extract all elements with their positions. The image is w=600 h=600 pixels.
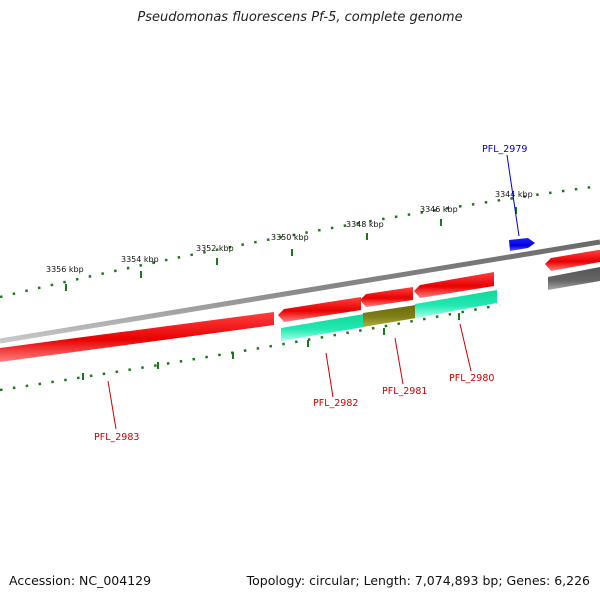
feature-cyan-1[interactable] <box>281 314 364 341</box>
kbp-label: 3346 kbp <box>420 205 458 214</box>
feature-cyan-2[interactable] <box>415 290 497 318</box>
gene-label-pfl-2980[interactable]: PFL_2980 <box>449 373 494 384</box>
leader-pfl-2979 <box>506 154 520 237</box>
gene-label-pfl-2982[interactable]: PFL_2982 <box>313 398 358 409</box>
gene-pfl-2980-arrow[interactable] <box>414 272 494 298</box>
kbp-label: 3352 kbp <box>196 244 234 253</box>
kbp-label: 3344 kbp <box>495 190 533 199</box>
kbp-labels: 3344 kbp 3346 kbp 3348 kbp 3350 kbp 3352… <box>46 190 533 274</box>
kbp-label: 3356 kbp <box>46 265 84 274</box>
feature-olive[interactable] <box>363 305 416 327</box>
leader-pfl-2980 <box>459 323 472 372</box>
inner-tick-ring <box>0 303 501 392</box>
gene-grey-right[interactable] <box>548 267 600 290</box>
leader-pfl-2981 <box>394 337 404 385</box>
accession-text: Accession: NC_004129 <box>9 573 152 588</box>
gene-label-pfl-2981[interactable]: PFL_2981 <box>382 386 427 397</box>
leader-pfl-2982 <box>325 352 334 398</box>
gene-label-pfl-2979[interactable]: PFL_2979 <box>482 144 527 155</box>
gene-arrow-right-edge[interactable] <box>545 250 600 271</box>
gene-pfl-2982-arrow[interactable] <box>278 297 361 322</box>
map-title: Pseudomonas fluorescens Pf-5, complete g… <box>137 10 463 25</box>
genome-summary-text: Topology: circular; Length: 7,074,893 bp… <box>246 573 590 588</box>
kbp-label: 3348 kbp <box>346 220 384 229</box>
gene-pfl-2979-arrow[interactable] <box>509 238 535 251</box>
kbp-label: 3354 kbp <box>121 255 159 264</box>
gene-pfl-2983-arrow[interactable] <box>0 312 274 362</box>
genome-backbone <box>0 239 600 344</box>
kbp-label: 3350 kbp <box>271 233 309 242</box>
gene-label-pfl-2983[interactable]: PFL_2983 <box>94 432 139 443</box>
leader-pfl-2983 <box>107 380 117 430</box>
gene-pfl-2981-arrow[interactable] <box>360 287 413 307</box>
